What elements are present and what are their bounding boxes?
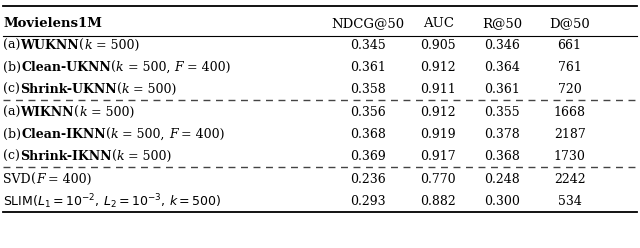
Text: NDCG@50: NDCG@50 <box>332 17 404 30</box>
Text: AUC: AUC <box>423 17 454 30</box>
Text: (a): (a) <box>3 106 20 119</box>
Text: 0.358: 0.358 <box>350 83 386 95</box>
Text: k: k <box>84 39 92 52</box>
Text: (: ( <box>111 150 116 163</box>
Text: (: ( <box>116 83 122 95</box>
Text: 2187: 2187 <box>554 128 586 141</box>
Text: 0.919: 0.919 <box>420 128 456 141</box>
Text: 0.364: 0.364 <box>484 61 520 74</box>
Text: = 500): = 500) <box>124 150 172 163</box>
Text: 2242: 2242 <box>554 173 586 186</box>
Text: k: k <box>111 128 118 141</box>
Text: SVD: SVD <box>3 173 31 186</box>
Text: 0.770: 0.770 <box>420 173 456 186</box>
Text: 0.882: 0.882 <box>420 195 456 208</box>
Text: 661: 661 <box>557 39 582 52</box>
Text: 0.300: 0.300 <box>484 195 520 208</box>
Text: (: ( <box>31 173 36 186</box>
Text: (a): (a) <box>3 39 20 52</box>
Text: = 500): = 500) <box>92 39 140 52</box>
Text: (: ( <box>106 128 111 141</box>
Text: Clean-IKNN: Clean-IKNN <box>21 128 106 141</box>
Text: (: ( <box>111 61 116 74</box>
Text: = 500,: = 500, <box>124 61 174 74</box>
Text: Clean-UKNN: Clean-UKNN <box>21 61 111 74</box>
Text: (c): (c) <box>3 150 20 163</box>
Text: 0.905: 0.905 <box>420 39 456 52</box>
Text: k: k <box>79 106 86 119</box>
Text: F: F <box>36 173 44 186</box>
Text: 0.248: 0.248 <box>484 173 520 186</box>
Text: = 500,: = 500, <box>118 128 169 141</box>
Text: 0.369: 0.369 <box>350 150 386 163</box>
Text: 0.368: 0.368 <box>484 150 520 163</box>
Text: 0.293: 0.293 <box>350 195 386 208</box>
Text: (: ( <box>79 39 84 52</box>
Text: k: k <box>122 83 129 95</box>
Text: 0.917: 0.917 <box>420 150 456 163</box>
Text: 0.368: 0.368 <box>350 128 386 141</box>
Text: 0.345: 0.345 <box>350 39 386 52</box>
Text: 0.356: 0.356 <box>350 106 386 119</box>
Text: F: F <box>169 128 177 141</box>
Text: 0.378: 0.378 <box>484 128 520 141</box>
Text: $\mathrm{SLIM}(L_1 = 10^{-2},\, L_2 = 10^{-3},\, k = 500)$: $\mathrm{SLIM}(L_1 = 10^{-2},\, L_2 = 10… <box>3 192 221 211</box>
Text: 0.911: 0.911 <box>420 83 456 95</box>
Text: = 500): = 500) <box>129 83 177 95</box>
Text: Shrink-UKNN: Shrink-UKNN <box>20 83 116 95</box>
Text: = 400): = 400) <box>44 173 92 186</box>
Text: D@50: D@50 <box>549 17 590 30</box>
Text: k: k <box>116 61 124 74</box>
Text: 0.361: 0.361 <box>484 83 520 95</box>
Text: k: k <box>116 150 124 163</box>
Text: = 500): = 500) <box>86 106 134 119</box>
Text: 0.912: 0.912 <box>420 61 456 74</box>
Text: Movielens1M: Movielens1M <box>3 17 102 30</box>
Text: (b): (b) <box>3 61 21 74</box>
Text: 0.912: 0.912 <box>420 106 456 119</box>
Text: 1668: 1668 <box>554 106 586 119</box>
Text: = 400): = 400) <box>182 61 230 74</box>
Text: 0.346: 0.346 <box>484 39 520 52</box>
Text: (: ( <box>74 106 79 119</box>
Text: F: F <box>174 61 182 74</box>
Text: WUKNN: WUKNN <box>20 39 79 52</box>
Text: (b): (b) <box>3 128 21 141</box>
Text: 0.355: 0.355 <box>484 106 520 119</box>
Text: R@50: R@50 <box>483 17 522 30</box>
Text: 761: 761 <box>557 61 582 74</box>
Text: 0.361: 0.361 <box>350 61 386 74</box>
Text: WIKNN: WIKNN <box>20 106 74 119</box>
Text: = 400): = 400) <box>177 128 225 141</box>
Text: 534: 534 <box>557 195 582 208</box>
Text: 0.236: 0.236 <box>350 173 386 186</box>
Text: 720: 720 <box>557 83 582 95</box>
Text: 1730: 1730 <box>554 150 586 163</box>
Text: Shrink-IKNN: Shrink-IKNN <box>20 150 111 163</box>
Text: (c): (c) <box>3 83 20 95</box>
